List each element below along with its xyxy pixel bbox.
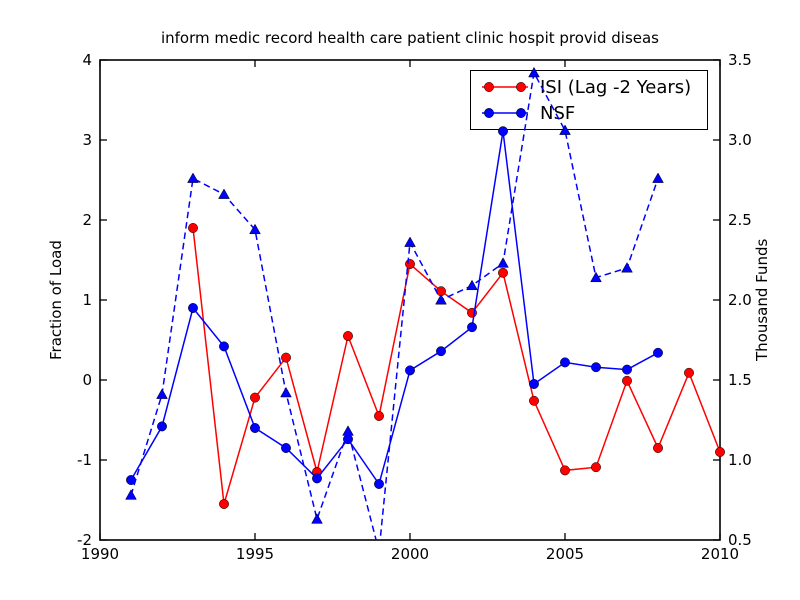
x-tick-label: 2000 (391, 545, 429, 563)
isi-marker (591, 462, 601, 473)
isi-marker (653, 443, 663, 453)
funding-dashed-marker (374, 546, 385, 556)
funding-dashed-marker (311, 513, 323, 524)
nsf-marker (374, 479, 384, 489)
isi-marker (436, 286, 446, 297)
legend-entry-isi: ISI (Lag -2 Years) (479, 74, 707, 100)
nsf-marker (281, 443, 291, 453)
y-tick-label-left: 2 (82, 211, 92, 229)
axis-ticks (99, 59, 721, 541)
funding-dashed-marker (218, 188, 230, 199)
nsf-marker (529, 379, 539, 389)
isi-line (192, 227, 721, 505)
y-tick-label-right: 3.0 (728, 131, 752, 149)
isi-marker (219, 499, 229, 509)
funding-dashed-marker (590, 271, 602, 283)
funding-dashed-marker (187, 172, 199, 183)
y-tick-label-right: 0.5 (728, 531, 752, 549)
isi-marker (467, 307, 477, 318)
isi-marker (374, 411, 384, 421)
funding-dashed-marker (404, 236, 416, 247)
funding-dashed-marker (435, 294, 447, 305)
legend-entry-nsf: NSF (479, 100, 707, 126)
funding-dashed-marker (125, 489, 137, 500)
nsf-marker (157, 421, 167, 432)
funding-dashed-marker (652, 172, 664, 183)
funding-dashed-marker (497, 257, 509, 268)
x-tick-label: 2010 (701, 545, 739, 563)
y-axis-label-left: Fraction of Load (47, 240, 65, 360)
legend-label-isi: ISI (Lag -2 Years) (540, 76, 692, 98)
y-axis-label-right: Thousand Funds (753, 238, 771, 362)
isi-marker (281, 352, 291, 363)
chart-title: inform medic record health care patient … (160, 29, 660, 47)
nsf-marker (312, 473, 322, 484)
nsf-marker (560, 357, 570, 368)
x-tick-label: 2005 (546, 545, 584, 563)
y-tick-label-left: -1 (77, 451, 92, 469)
nsf-marker (622, 364, 632, 375)
nsf-marker (126, 475, 136, 485)
isi-marker (188, 223, 198, 233)
nsf-marker (219, 341, 229, 352)
y-tick-label-right: 1.5 (728, 371, 752, 389)
y-tick-label-right: 2.5 (728, 211, 752, 229)
nsf-marker (405, 365, 415, 376)
funding-dashed-line (130, 70, 659, 540)
series-funding-dashed (125, 66, 664, 556)
nsf-marker (250, 423, 260, 433)
nsf-marker (467, 322, 477, 333)
isi-marker (312, 467, 322, 477)
x-tick-label: 1990 (81, 545, 119, 563)
series-isi (188, 223, 725, 509)
y-tick-label-left: 4 (82, 51, 92, 69)
y-tick-label-left: -2 (77, 531, 92, 549)
y-tick-label-right: 3.5 (728, 51, 752, 69)
isi-marker (250, 392, 260, 403)
nsf-marker (188, 303, 198, 313)
isi-marker (529, 395, 539, 406)
funding-dashed-marker (156, 388, 168, 399)
nsf-marker (591, 362, 601, 373)
y-tick-label-right: 1.0 (728, 451, 752, 469)
funding-dashed-marker (249, 223, 261, 235)
legend-label-nsf: NSF (540, 102, 576, 124)
funding-dashed-marker (466, 279, 478, 291)
funding-dashed-marker (621, 262, 633, 273)
isi-marker (343, 331, 353, 341)
funding-dashed-marker (280, 386, 292, 398)
isi-marker (715, 447, 725, 457)
nsf-line (130, 131, 659, 486)
isi-marker (684, 367, 694, 378)
plot-border (99, 59, 721, 541)
isi-marker (622, 375, 632, 386)
nsf-marker (653, 347, 663, 358)
isi-marker (560, 465, 570, 476)
isi-marker (405, 259, 415, 269)
y-tick-label-left: 3 (82, 131, 92, 149)
y-tick-label-left: 1 (82, 291, 92, 309)
legend-sample-isi (482, 82, 528, 92)
y-tick-label-left: 0 (82, 371, 92, 389)
legend-sample-nsf (482, 108, 528, 118)
funding-dashed-marker (342, 425, 354, 436)
x-tick-label: 1995 (236, 545, 274, 563)
legend: ISI (Lag -2 Years) NSF (470, 70, 708, 130)
y-tick-label-right: 2.0 (728, 291, 752, 309)
series-nsf (126, 126, 663, 489)
nsf-marker (436, 346, 446, 357)
isi-marker (498, 267, 508, 278)
nsf-marker (343, 434, 353, 445)
